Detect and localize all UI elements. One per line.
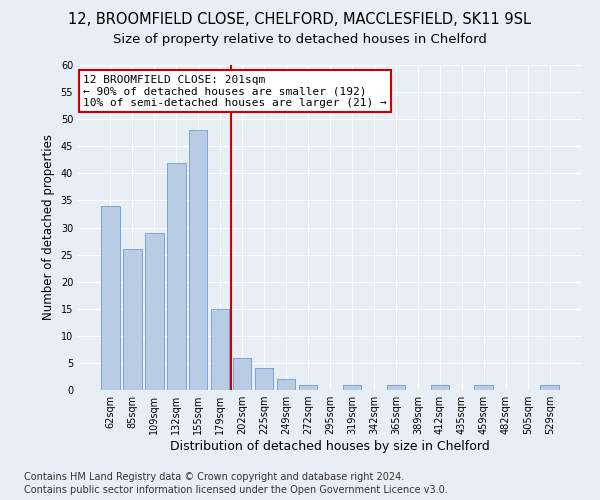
Bar xyxy=(211,308,229,390)
Bar xyxy=(167,162,185,390)
Bar xyxy=(123,249,142,390)
Bar xyxy=(386,384,405,390)
Text: Contains HM Land Registry data © Crown copyright and database right 2024.: Contains HM Land Registry data © Crown c… xyxy=(24,472,404,482)
X-axis label: Distribution of detached houses by size in Chelford: Distribution of detached houses by size … xyxy=(170,440,490,453)
Bar xyxy=(431,384,449,390)
Bar xyxy=(475,384,493,390)
Bar xyxy=(299,384,317,390)
Bar xyxy=(277,379,295,390)
Bar xyxy=(145,233,164,390)
Text: Contains public sector information licensed under the Open Government Licence v3: Contains public sector information licen… xyxy=(24,485,448,495)
Bar xyxy=(541,384,559,390)
Bar xyxy=(189,130,208,390)
Text: 12 BROOMFIELD CLOSE: 201sqm
← 90% of detached houses are smaller (192)
10% of se: 12 BROOMFIELD CLOSE: 201sqm ← 90% of det… xyxy=(83,74,387,108)
Text: Size of property relative to detached houses in Chelford: Size of property relative to detached ho… xyxy=(113,32,487,46)
Text: 12, BROOMFIELD CLOSE, CHELFORD, MACCLESFIELD, SK11 9SL: 12, BROOMFIELD CLOSE, CHELFORD, MACCLESF… xyxy=(68,12,532,28)
Y-axis label: Number of detached properties: Number of detached properties xyxy=(42,134,55,320)
Bar xyxy=(101,206,119,390)
Bar xyxy=(233,358,251,390)
Bar xyxy=(343,384,361,390)
Bar xyxy=(255,368,274,390)
